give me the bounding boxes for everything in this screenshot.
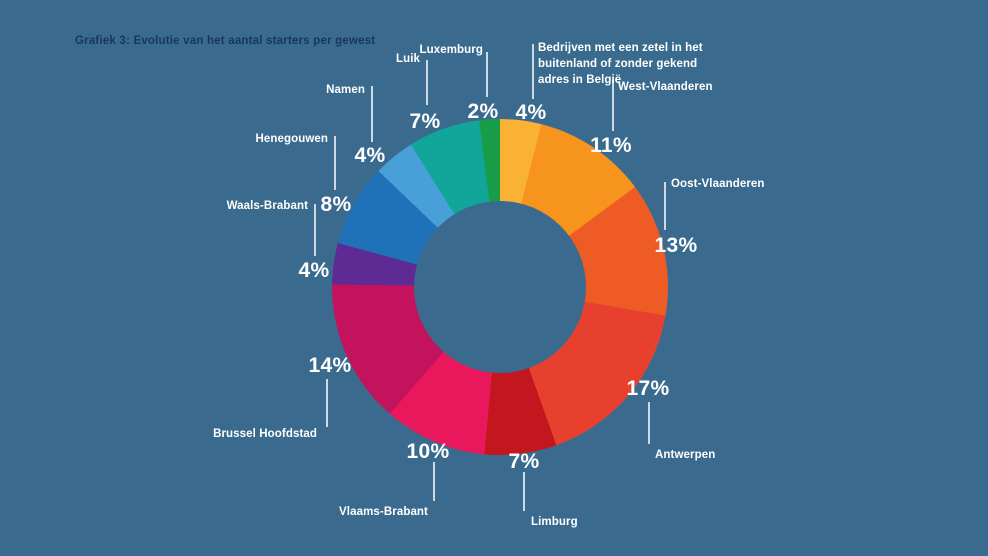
slice-label-waals-brabant: Waals-Brabant [226,200,308,212]
slice-label-vlaams-brabant: Vlaams-Brabant [339,506,428,518]
slice-label-west-vlaanderen: West-Vlaanderen [618,81,713,93]
slice-connector-henegouwen [334,136,336,190]
slice-value-namen: 4% [354,144,386,167]
slice-label-buitenland: Bedrijven met een zetel in het buitenlan… [538,42,703,87]
slice-connector-oost-vlaanderen [664,182,666,230]
slice-label-luik: Luik [395,53,420,65]
slice-connector-buitenland [532,44,534,99]
donut-hole [414,201,586,373]
slice-value-luik: 7% [409,110,441,133]
slice-label-namen: Namen [326,84,365,96]
slice-label-antwerpen: Antwerpen [655,449,716,461]
slice-connector-namen [371,86,373,142]
slice-value-brussel-hoofdstad: 14% [308,354,352,377]
slice-value-vlaams-brabant: 10% [406,440,450,463]
slice-value-limburg: 7% [508,450,540,473]
slice-value-oost-vlaanderen: 13% [654,234,698,257]
slice-value-henegouwen: 8% [320,193,352,216]
slice-connector-brussel-hoofdstad [326,379,328,427]
slice-label-henegouwen: Henegouwen [255,133,328,145]
slice-label-luxemburg: Luxemburg [419,44,483,56]
slice-connector-west-vlaanderen [612,80,614,131]
slice-connector-luik [426,60,428,105]
slice-value-luxemburg: 2% [467,100,499,123]
donut-chart [332,119,668,455]
chart-title: Grafiek 3: Evolutie van het aantal start… [75,35,376,47]
slice-value-antwerpen: 17% [626,377,670,400]
slice-connector-antwerpen [648,402,650,444]
slice-value-west-vlaanderen: 11% [590,134,632,157]
slice-label-oost-vlaanderen: Oost-Vlaanderen [671,178,765,190]
slice-value-buitenland: 4% [515,101,547,124]
slice-connector-vlaams-brabant [433,462,435,501]
slice-label-brussel-hoofdstad: Brussel Hoofdstad [213,428,317,440]
slice-connector-waals-brabant [314,204,316,256]
slice-label-limburg: Limburg [531,516,578,528]
slice-value-waals-brabant: 4% [298,259,330,282]
slice-connector-limburg [523,472,525,511]
slice-connector-luxemburg [486,52,488,97]
